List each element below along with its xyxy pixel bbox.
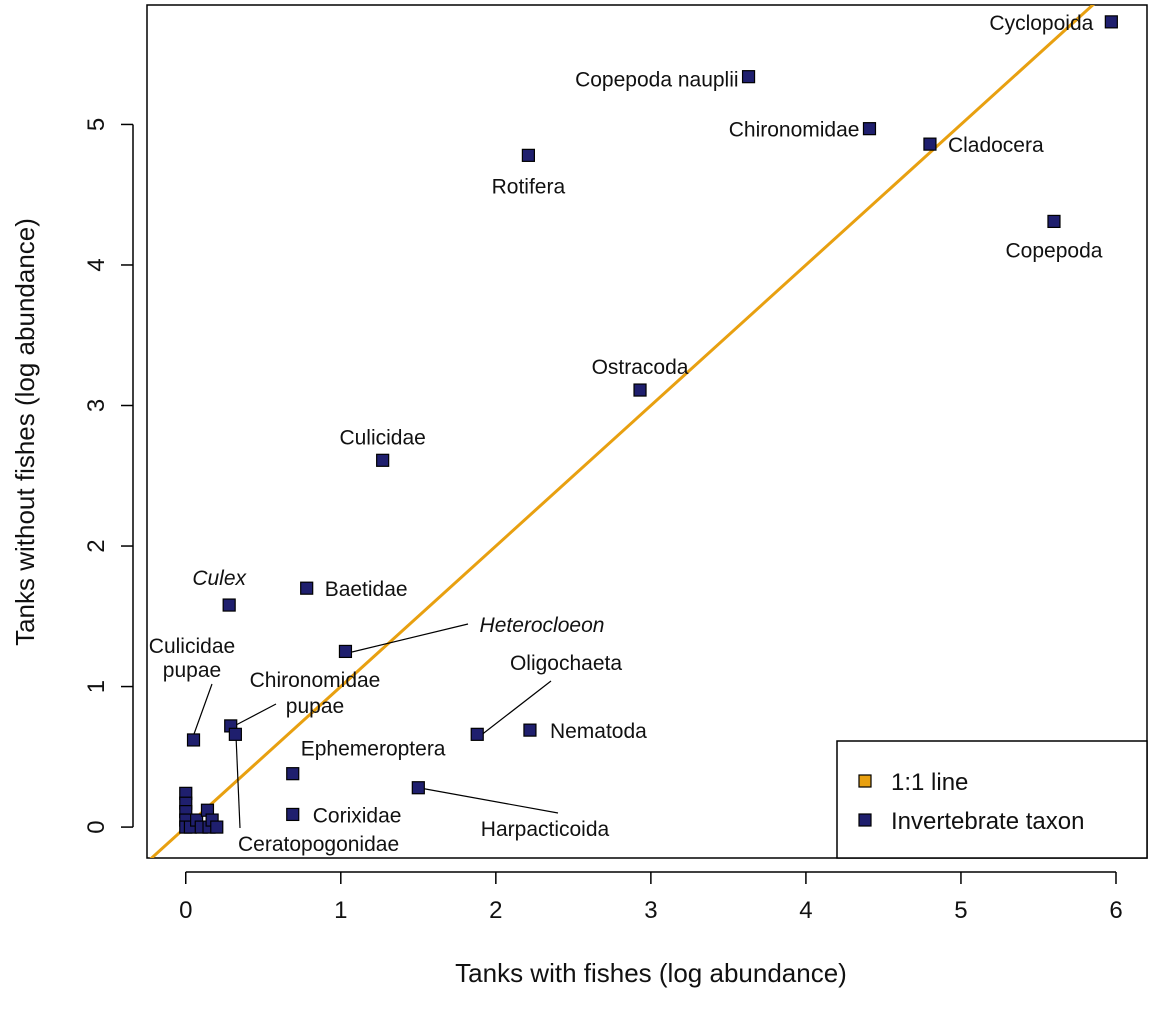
point-label-corixidae: Corixidae — [313, 804, 402, 827]
data-point-culex — [222, 598, 236, 612]
x-axis: 0 1 2 3 4 5 6 — [179, 871, 1123, 924]
point-label-chironomidae-pupae: Chironomidae pupae — [250, 669, 381, 718]
point-label-ephemeroptera: Ephemeroptera — [301, 738, 446, 761]
x-tick-label: 6 — [1109, 897, 1122, 924]
point-label-nematoda: Nematoda — [550, 720, 647, 743]
point-label-cladocera: Cladocera — [948, 134, 1044, 157]
leader-line-heterocloeon — [351, 623, 469, 653]
y-tick-label: 1 — [83, 680, 110, 693]
legend-box — [836, 740, 1148, 859]
point-label-culicidae-pupae: Culicidae pupae — [149, 635, 235, 682]
data-point-copepoda-nauplii — [741, 70, 756, 84]
data-point-chironomidae — [862, 122, 877, 136]
legend-taxon-label: Invertebrate taxon — [891, 808, 1084, 835]
point-label-copepoda: Copepoda — [1006, 239, 1103, 262]
point-label-heterocloeon: Heterocloeon — [480, 614, 605, 637]
y-tick-label: 5 — [83, 118, 110, 131]
data-point-rotifera — [521, 148, 535, 162]
leader-line-oligochaeta — [479, 680, 552, 737]
leader-line-chironomidae-pupae — [235, 703, 277, 726]
y-axis: 0 1 2 3 4 5 — [83, 118, 134, 834]
data-point-oligochaeta — [470, 727, 484, 741]
point-label-harpacticoida: Harpacticoida — [481, 818, 610, 841]
x-tick-label: 4 — [799, 897, 812, 924]
point-label-baetidae: Baetidae — [325, 578, 408, 601]
y-tick-label: 0 — [83, 820, 110, 833]
point-label-culicidae: Culicidae — [339, 426, 425, 449]
data-point-heterocloeon — [338, 644, 353, 659]
data-point-corixidae — [286, 807, 300, 822]
legend-ref-line-label: 1:1 line — [891, 769, 968, 796]
data-point-ostracoda — [633, 383, 647, 397]
data-point — [210, 820, 224, 834]
data-point-nematoda — [523, 723, 537, 737]
reference-line-1-1 — [149, 5, 1095, 858]
point-label-cyclopoida: Cyclopoida — [989, 12, 1093, 35]
data-point-culicidae — [376, 453, 390, 467]
plot-frame — [146, 4, 1148, 859]
point-label-oligochaeta: Oligochaeta — [510, 652, 622, 675]
data-point-ephemeroptera — [286, 767, 300, 781]
y-tick-label: 4 — [83, 258, 110, 271]
data-point-cladocera — [923, 137, 937, 151]
point-label-rotifera: Rotifera — [492, 175, 566, 198]
data-point-copepoda — [1047, 214, 1061, 229]
point-label-copepoda-nauplii: Copepoda nauplii — [575, 69, 738, 92]
x-axis-title: Tanks with fishes (log abundance) — [455, 958, 847, 988]
y-tick-label: 2 — [83, 539, 110, 552]
x-tick-label: 2 — [489, 897, 502, 924]
data-point-harpacticoida — [411, 781, 425, 795]
x-tick-label: 5 — [954, 897, 967, 924]
data-point-ceratopogonidae — [228, 727, 242, 741]
x-tick-label: 3 — [644, 897, 657, 924]
leader-line-culicidae-pupae — [193, 683, 213, 735]
leader-line-harpacticoida — [419, 787, 559, 814]
data-point-culicidae-pupae — [186, 733, 201, 747]
legend-ref-line-swatch — [858, 774, 872, 788]
point-label-culex: Culex — [192, 567, 247, 590]
y-axis-title: Tanks without fishes (log abundance) — [10, 218, 40, 646]
x-tick-label: 0 — [179, 897, 192, 924]
data-point-cyclopoida — [1104, 15, 1118, 29]
x-tick-label: 1 — [334, 897, 347, 924]
point-label-ceratopogonidae: Ceratopogonidae — [238, 833, 399, 856]
data-point-baetidae — [300, 581, 314, 595]
legend: 1:1 line Invertebrate taxon — [836, 740, 1148, 859]
point-label-ostracoda: Ostracoda — [592, 356, 689, 379]
legend-taxon-swatch — [858, 813, 872, 827]
y-tick-label: 3 — [83, 399, 110, 412]
leader-line-ceratopogonidae — [235, 735, 241, 829]
point-label-chironomidae: Chironomidae — [729, 119, 860, 142]
